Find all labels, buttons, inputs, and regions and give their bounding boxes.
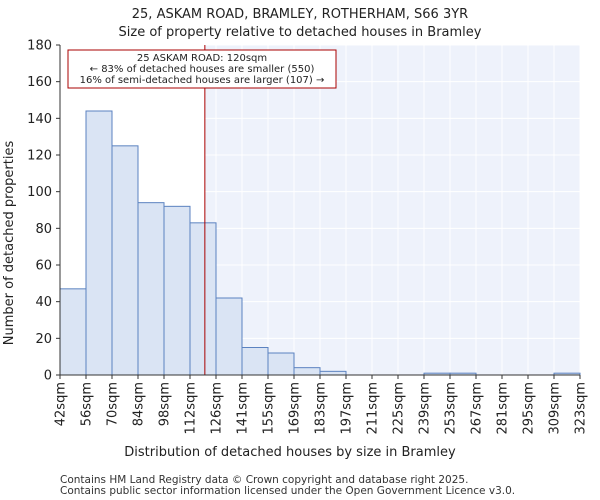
bar xyxy=(163,205,191,376)
y-tick-label: 120 xyxy=(27,149,52,164)
chart-title: 25, ASKAM ROAD, BRAMLEY, ROTHERHAM, S66 … xyxy=(132,7,468,22)
bar xyxy=(85,110,113,376)
annotation-frame xyxy=(67,49,337,89)
bars xyxy=(59,110,581,376)
x-tick-label: 197sqm xyxy=(340,382,355,435)
annotation-line-1: 25 ASKAM ROAD: 120sqm xyxy=(137,53,267,64)
y-tick-label: 80 xyxy=(35,222,52,237)
x-tick-label: 155sqm xyxy=(262,382,277,435)
bar xyxy=(319,370,347,376)
x-tick-label: 141sqm xyxy=(236,382,251,435)
chart-subtitle: Size of property relative to detached ho… xyxy=(119,25,482,40)
bar xyxy=(137,202,165,376)
x-tick-label: 267sqm xyxy=(470,382,485,435)
annotation-line-3: 16% of semi-detached houses are larger (… xyxy=(80,75,325,86)
x-tick-label: 70sqm xyxy=(106,382,121,426)
x-tick-label: 309sqm xyxy=(548,382,563,435)
y-tick-label: 180 xyxy=(27,39,52,54)
bar xyxy=(189,222,217,376)
x-axis-label: Distribution of detached houses by size … xyxy=(124,445,456,460)
x-tick-label: 211sqm xyxy=(366,382,381,435)
x-tick-label: 98sqm xyxy=(158,382,173,426)
x-tick-label: 323sqm xyxy=(574,382,589,435)
y-tick-label: 160 xyxy=(27,75,52,90)
plot-area xyxy=(59,44,581,376)
y-ticks: 0 20 40 60 80 100 120 140 160 180 xyxy=(27,39,60,384)
bar xyxy=(293,367,321,376)
bar xyxy=(215,297,243,376)
bar xyxy=(59,288,87,376)
y-tick-label: 100 xyxy=(27,185,52,200)
footer-line-1: Contains HM Land Registry data © Crown c… xyxy=(60,474,468,486)
footer-line-2: Contains public sector information licen… xyxy=(60,485,515,497)
x-tick-label: 239sqm xyxy=(418,382,433,435)
x-tick-label: 126sqm xyxy=(210,382,225,435)
x-tick-label: 295sqm xyxy=(522,382,537,435)
x-tick-label: 225sqm xyxy=(392,382,407,435)
y-tick-label: 40 xyxy=(35,295,52,310)
x-tick-label: 84sqm xyxy=(132,382,147,426)
annotation-line-2: ← 83% of detached houses are smaller (55… xyxy=(90,64,315,75)
highlight-region xyxy=(204,45,580,375)
y-axis-label: Number of detached properties xyxy=(2,141,17,346)
y-tick-label: 60 xyxy=(35,259,52,274)
x-tick-label: 42sqm xyxy=(54,382,69,426)
bar xyxy=(267,352,295,376)
bar xyxy=(111,145,139,376)
x-tick-label: 169sqm xyxy=(288,382,303,435)
y-tick-label: 20 xyxy=(35,332,52,347)
annotation-box: 25 ASKAM ROAD: 120sqm ← 83% of detached … xyxy=(67,49,337,89)
x-tick-label: 183sqm xyxy=(314,382,329,435)
x-ticks: 42sqm 56sqm 70sqm 84sqm 98sqm 112sqm 126sqm 141… xyxy=(54,375,589,435)
x-tick-label: 281sqm xyxy=(496,382,511,435)
x-tick-label: 253sqm xyxy=(444,382,459,435)
bar xyxy=(241,347,269,376)
y-tick-label: 0 xyxy=(44,369,52,384)
y-tick-label: 140 xyxy=(27,112,52,127)
x-tick-label: 56sqm xyxy=(80,382,95,426)
x-tick-label: 112sqm xyxy=(184,382,199,435)
